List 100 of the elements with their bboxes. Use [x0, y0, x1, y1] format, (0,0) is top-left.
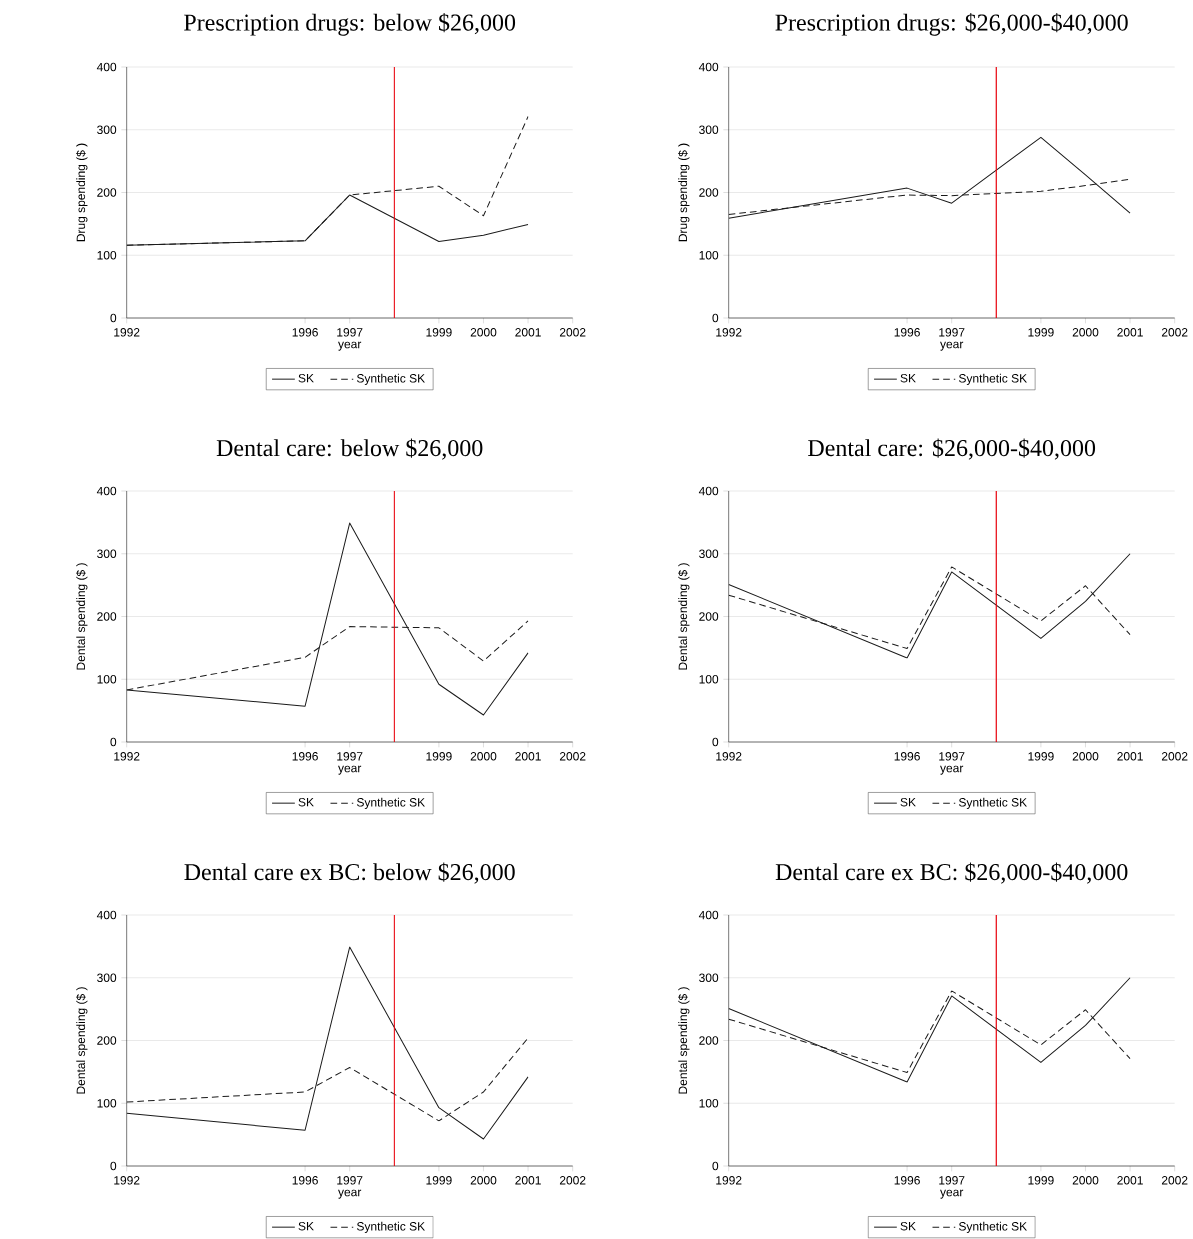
- chart-title: Prescription drugs: below $26,000: [184, 13, 516, 36]
- legend-label: Synthetic SK: [357, 797, 426, 809]
- chart-title: Dental care: $26,000-$40,000: [808, 438, 1096, 460]
- x-tick-label: 2002: [1162, 1176, 1188, 1185]
- x-tick-label: 2000: [1072, 328, 1099, 337]
- x-tick-label: 1999: [1028, 752, 1054, 761]
- y-tick-label: 100: [699, 251, 719, 260]
- chart-title: Dental care: below $26,000: [216, 438, 483, 460]
- x-tick-label: 1996: [292, 1176, 319, 1185]
- y-tick-label: 0: [712, 737, 719, 747]
- y-tick-label: 400: [699, 486, 719, 496]
- x-axis-title: year: [940, 1189, 964, 1199]
- x-tick-label: 1999: [426, 1176, 452, 1185]
- x-axis-title: year: [940, 765, 964, 775]
- x-tick-label: 2000: [470, 1176, 497, 1185]
- y-axis-title: Dental spending ($ ): [76, 987, 88, 1094]
- y-tick-label: 100: [97, 675, 117, 684]
- x-axis-title: year: [338, 1189, 362, 1199]
- x-tick-label: 2001: [1117, 752, 1143, 761]
- x-axis-title: year: [338, 341, 362, 351]
- legend-label: Synthetic SK: [357, 373, 426, 385]
- y-axis-title: Dental spending ($ ): [678, 563, 690, 670]
- x-tick-label: 1997: [337, 1176, 363, 1185]
- chart-title: Dental care ex BC: below $26,000: [184, 862, 515, 884]
- y-tick-label: 100: [699, 1099, 719, 1108]
- y-tick-label: 0: [110, 1161, 117, 1171]
- x-tick-label: 1997: [337, 752, 363, 761]
- x-tick-label: 1999: [1028, 328, 1054, 337]
- y-tick-label: 300: [699, 549, 719, 559]
- x-tick-label: 2000: [470, 752, 497, 761]
- line-series: [728, 553, 1131, 659]
- line-series: [728, 136, 1131, 219]
- x-tick-label: 1997: [939, 328, 965, 337]
- legend-label: Synthetic SK: [357, 1221, 426, 1233]
- x-tick-label: 1996: [894, 1176, 921, 1185]
- x-tick-label: 2001: [1117, 328, 1143, 337]
- x-tick-label: 2002: [560, 1176, 586, 1185]
- chart-title: Prescription drugs: $26,000-$40,000: [775, 13, 1128, 36]
- y-tick-label: 0: [110, 313, 117, 323]
- x-tick-label: 2000: [1072, 1176, 1099, 1185]
- y-tick-label: 0: [712, 1161, 719, 1171]
- legend-label: Synthetic SK: [959, 1221, 1028, 1233]
- legend-label: SK: [900, 797, 917, 807]
- x-tick-label: 1999: [426, 752, 452, 761]
- y-tick-label: 100: [97, 1099, 117, 1108]
- x-axis-title: year: [940, 341, 964, 351]
- y-tick-label: 200: [97, 612, 117, 621]
- x-tick-label: 1992: [114, 752, 140, 761]
- legend-label: SK: [298, 1221, 315, 1231]
- x-tick-label: 2001: [515, 328, 541, 337]
- y-tick-label: 200: [97, 188, 117, 197]
- y-axis-title: Dental spending ($ ): [76, 563, 88, 670]
- legend-label: SK: [900, 1221, 917, 1231]
- y-tick-label: 400: [97, 486, 117, 496]
- x-tick-label: 1996: [292, 752, 319, 761]
- x-tick-label: 1992: [716, 1176, 742, 1185]
- x-tick-label: 1992: [114, 1176, 140, 1185]
- x-tick-label: 2002: [560, 752, 586, 761]
- x-tick-label: 2001: [1117, 1176, 1143, 1185]
- y-tick-label: 400: [699, 62, 719, 72]
- y-tick-label: 400: [699, 910, 719, 920]
- y-tick-label: 200: [699, 188, 719, 197]
- x-tick-label: 1997: [939, 1176, 965, 1185]
- y-tick-label: 400: [97, 910, 117, 920]
- x-tick-label: 1997: [939, 752, 965, 761]
- x-tick-label: 1996: [894, 328, 921, 337]
- y-tick-label: 200: [699, 612, 719, 621]
- line-series: [728, 977, 1131, 1083]
- line-series: [126, 946, 529, 1140]
- y-tick-label: 0: [712, 313, 719, 323]
- y-tick-label: 200: [699, 1036, 719, 1045]
- x-axis-title: year: [338, 765, 362, 775]
- x-tick-label: 2000: [1072, 752, 1099, 761]
- x-tick-label: 2002: [1162, 752, 1188, 761]
- y-tick-label: 300: [699, 973, 719, 983]
- legend-label: SK: [298, 797, 315, 807]
- x-tick-label: 1996: [894, 752, 921, 761]
- y-tick-label: 300: [97, 973, 117, 983]
- x-tick-label: 2002: [560, 328, 586, 337]
- y-tick-label: 400: [97, 62, 117, 72]
- x-tick-label: 2001: [515, 752, 541, 761]
- x-tick-label: 2002: [1162, 328, 1188, 337]
- legend-label: Synthetic SK: [959, 797, 1028, 809]
- y-tick-label: 300: [97, 125, 117, 135]
- x-tick-label: 1997: [337, 328, 363, 337]
- x-tick-label: 1996: [292, 328, 319, 337]
- y-axis-title: Drug spending ($ ): [76, 143, 88, 242]
- x-tick-label: 1999: [426, 328, 452, 337]
- legend-label: Synthetic SK: [959, 373, 1028, 385]
- y-tick-label: 100: [699, 675, 719, 684]
- x-tick-label: 1992: [716, 328, 742, 337]
- legend-label: SK: [298, 373, 315, 383]
- y-axis-title: Drug spending ($ ): [678, 143, 690, 242]
- y-tick-label: 0: [110, 737, 117, 747]
- x-tick-label: 1999: [1028, 1176, 1054, 1185]
- y-tick-label: 300: [97, 549, 117, 559]
- legend-label: SK: [900, 373, 917, 383]
- chart-title: Dental care ex BC: $26,000-$40,000: [775, 862, 1128, 884]
- x-tick-label: 2001: [515, 1176, 541, 1185]
- y-axis-title: Dental spending ($ ): [678, 987, 690, 1094]
